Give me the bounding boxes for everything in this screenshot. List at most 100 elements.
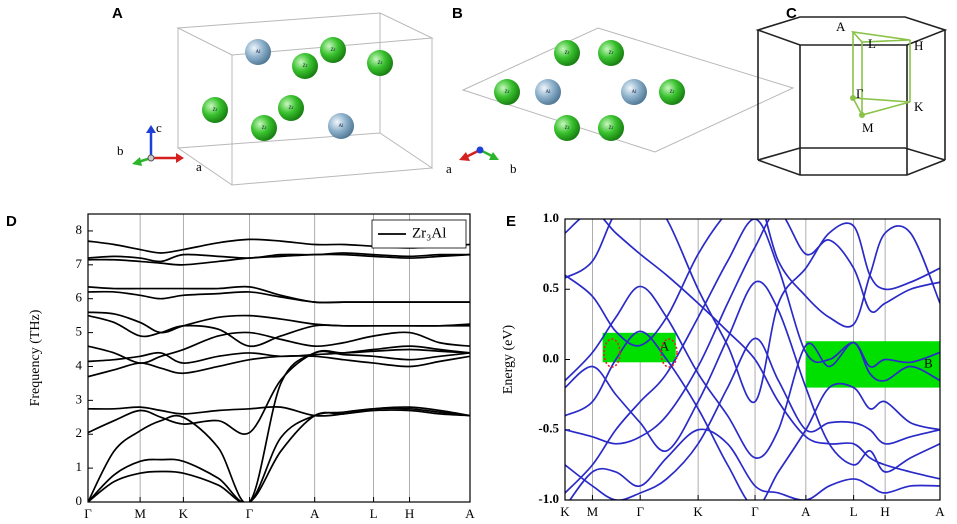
x-tick-label: M [134, 506, 146, 521]
band-line [88, 350, 470, 435]
atom-label: Zr [262, 126, 267, 131]
x-tick-label: A [310, 506, 320, 521]
plot: AB [565, 219, 940, 500]
y-tick-label: 6 [76, 290, 83, 305]
y-tick-label: -0.5 [538, 421, 559, 436]
brillouin-zone: A L H Γ K M [755, 16, 948, 176]
y-tick-label: 2 [76, 425, 83, 440]
band-line [565, 219, 940, 480]
y-axis-label: Frequency (THz) [28, 309, 43, 406]
atom-label: Zr [505, 90, 510, 95]
legend-label: Zr₃Al [412, 225, 446, 241]
atom-label: Zr [565, 51, 570, 56]
band-line [88, 285, 470, 304]
band-line [88, 314, 470, 348]
plot-frame [564, 218, 941, 501]
band-line [565, 219, 940, 494]
panel-label: A [112, 5, 123, 22]
band-line [88, 290, 470, 304]
panel-label: B [452, 5, 463, 22]
atom-label: Zr [565, 126, 570, 131]
atom-label: Zr [378, 61, 383, 66]
band-line [88, 348, 470, 502]
axis-label: b [510, 161, 517, 176]
plot [88, 238, 470, 502]
dirac-marker [660, 338, 678, 368]
x-tick-label: M [587, 504, 599, 519]
band-line [565, 285, 940, 459]
band-line [565, 219, 940, 404]
atom-label: Zr [303, 64, 308, 69]
y-tick-label: 0.5 [543, 280, 560, 295]
point-label: H [914, 38, 923, 53]
x-tick-label: Γ [84, 506, 92, 521]
x-tick-label: A [465, 506, 475, 521]
band-line [88, 311, 470, 334]
band-line [568, 428, 940, 500]
axis-label: a [196, 159, 202, 174]
atom-label: Al [256, 50, 262, 55]
panel-label: D [6, 213, 17, 230]
x-tick-label: Γ [246, 506, 254, 521]
atom-label: Zr [609, 126, 614, 131]
y-tick-label: 8 [76, 222, 83, 237]
y-tick-label: -1.0 [538, 491, 559, 506]
y-tick-label: 4 [76, 357, 83, 372]
atom-label: Al [546, 90, 552, 95]
x-tick-label: K [560, 504, 570, 519]
plot-frame [87, 213, 471, 503]
band-line [88, 252, 470, 263]
point-label: M [862, 120, 874, 135]
axis-label: c [156, 120, 162, 135]
x-tick-label: L [370, 506, 378, 521]
band-line [565, 219, 940, 347]
panel-label: E [506, 213, 516, 230]
x-tick-label: A [801, 504, 811, 519]
unit-cell: Al Zr Zr Zr Zr Zr Zr Al c b a [117, 12, 434, 186]
y-tick-label: 0 [76, 493, 83, 508]
band-line [565, 219, 940, 445]
band-line [88, 345, 470, 364]
band-line [565, 280, 940, 473]
band-line [88, 405, 470, 417]
band-line [565, 330, 940, 500]
atom-label: Zr [609, 51, 614, 56]
atom-label: Zr [213, 108, 218, 113]
y-tick-label: 1 [76, 459, 83, 474]
x-tick-label: K [179, 506, 189, 521]
point-label: K [914, 99, 924, 114]
atom-label: Al [632, 90, 638, 95]
y-tick-label: 3 [76, 391, 83, 406]
point-label: Γ [856, 86, 864, 101]
x-tick-label: Γ [751, 504, 759, 519]
band-line [88, 409, 470, 502]
axis-label: b [117, 143, 124, 158]
y-tick-label: 1.0 [543, 210, 559, 225]
y-tick-label: 5 [76, 324, 83, 339]
point-label: L [868, 36, 876, 51]
y-tick-label: 0.0 [543, 350, 559, 365]
x-tick-label: Γ [636, 504, 644, 519]
atom-label: Al [339, 124, 345, 129]
atom-label: Zr [331, 48, 336, 53]
highlight [805, 341, 940, 388]
y-axis-label: Energy (eV) [501, 325, 516, 395]
x-tick-label: L [850, 504, 858, 519]
chart: Γ M K Γ A L H A 0 1 2 3 4 5 6 7 8 Frequency (THz) Zr₃Al [28, 213, 475, 521]
highlight [602, 332, 676, 363]
x-tick-label: K [693, 504, 703, 519]
atom-label: Zr [289, 106, 294, 111]
top-view: Zr Zr Zr Al Al Zr Zr Zr a b [446, 27, 795, 176]
y-tick-label: 7 [76, 256, 83, 271]
atom-label: Zr [670, 90, 675, 95]
axis-label: a [446, 161, 452, 176]
band-line [565, 337, 940, 500]
highlight-label: A [660, 339, 670, 354]
x-tick-label: H [405, 506, 414, 521]
point-label: A [836, 19, 846, 34]
highlight-label: B [924, 355, 933, 370]
dirac-marker [603, 338, 621, 368]
